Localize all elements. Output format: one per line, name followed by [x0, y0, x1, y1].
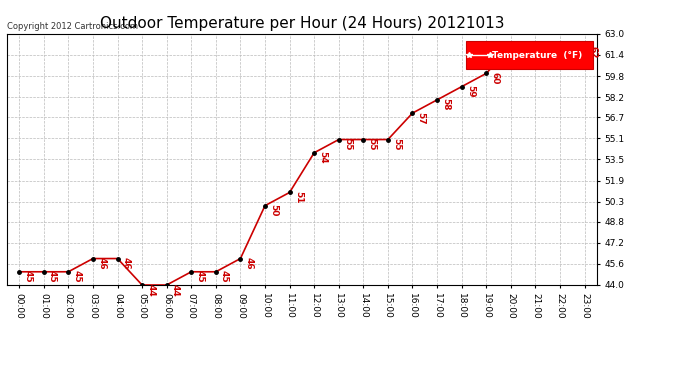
Text: 46: 46: [244, 257, 254, 270]
Text: 54: 54: [318, 152, 327, 164]
Text: 45: 45: [23, 270, 32, 283]
Text: 60: 60: [491, 72, 500, 84]
Text: 45: 45: [48, 270, 57, 283]
Text: 46: 46: [97, 257, 106, 270]
Text: 62: 62: [515, 46, 524, 58]
Text: 55: 55: [368, 138, 377, 151]
Text: 44: 44: [171, 284, 180, 296]
Title: Outdoor Temperature per Hour (24 Hours) 20121013: Outdoor Temperature per Hour (24 Hours) …: [99, 16, 504, 31]
Text: 51: 51: [294, 191, 303, 204]
Text: Copyright 2012 Cartronics.com: Copyright 2012 Cartronics.com: [7, 22, 138, 31]
Text: 45: 45: [72, 270, 81, 283]
Text: 55: 55: [343, 138, 352, 151]
Text: 62: 62: [540, 46, 549, 58]
Text: 45: 45: [220, 270, 229, 283]
Text: 44: 44: [146, 284, 155, 296]
Text: 45: 45: [195, 270, 204, 283]
Text: 55: 55: [392, 138, 401, 151]
Text: 59: 59: [466, 85, 475, 98]
Text: Temperature  (°F): Temperature (°F): [492, 51, 582, 60]
Text: 57: 57: [417, 112, 426, 125]
Text: 46: 46: [121, 257, 130, 270]
Text: 58: 58: [441, 99, 451, 111]
Text: 50: 50: [269, 204, 278, 217]
Text: 62: 62: [589, 46, 598, 58]
Text: 62: 62: [564, 46, 573, 58]
